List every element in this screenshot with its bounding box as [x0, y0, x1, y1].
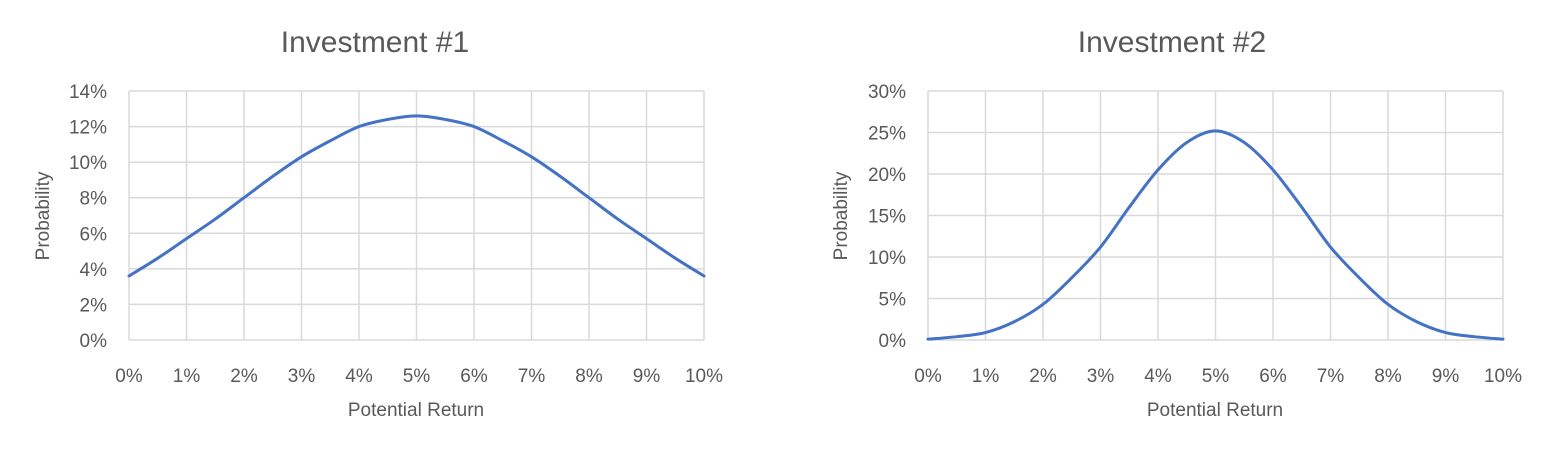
y-axis-label: Probability [33, 171, 54, 260]
x-axis-label: Potential Return [348, 400, 484, 421]
x-tick-label: 2% [1029, 366, 1057, 387]
y-tick-label: 10% [69, 153, 107, 174]
x-tick-label: 4% [345, 366, 373, 387]
x-tick-label: 10% [1484, 366, 1522, 387]
chart-title: Investment #1 [281, 26, 469, 59]
chart-investment-2: Investment #2 0% 5% 10% 15% 20% 25% 30% 0% 1% 2%… [831, 26, 1522, 421]
x-tick-label: 7% [518, 366, 546, 387]
x-tick-label: 2% [230, 366, 258, 387]
y-tick-label: 14% [69, 82, 107, 103]
x-tick-label: 5% [403, 366, 431, 387]
x-tick-label: 0% [914, 366, 942, 387]
y-tick-label: 20% [868, 165, 906, 186]
probability-curve [926, 129, 1505, 341]
y-tick-label: 10% [868, 248, 906, 269]
x-tick-label: 9% [633, 366, 661, 387]
y-tick-label: 8% [80, 189, 108, 210]
y-tick-label: 4% [80, 260, 108, 281]
x-tick-label: 10% [685, 366, 723, 387]
x-tick-label: 5% [1202, 366, 1230, 387]
y-tick-label: 0% [879, 331, 907, 352]
y-tick-label: 5% [879, 290, 907, 311]
y-tick-label: 6% [80, 224, 108, 245]
x-tick-label: 6% [1259, 366, 1287, 387]
x-tick-label: 4% [1144, 366, 1172, 387]
probability-curve [127, 114, 706, 278]
chart-investment-1: Investment #1 0% 2% 4% 6% 8% 10% 12% 14% 0% 1% 2%… [33, 26, 723, 421]
chart-title: Investment #2 [1078, 26, 1266, 59]
y-axis-label: Probability [831, 171, 852, 260]
x-axis-label: Potential Return [1147, 400, 1283, 421]
x-tick-label: 8% [1374, 366, 1402, 387]
x-tick-label: 7% [1317, 366, 1345, 387]
y-tick-label: 12% [69, 118, 107, 139]
x-tick-label: 1% [173, 366, 201, 387]
y-tick-label: 25% [868, 124, 906, 145]
x-tick-label: 1% [972, 366, 1000, 387]
x-tick-label: 6% [460, 366, 488, 387]
x-tick-label: 0% [115, 366, 143, 387]
y-tick-label: 30% [868, 82, 906, 103]
y-tick-label: 0% [80, 331, 108, 352]
x-tick-label: 3% [1087, 366, 1115, 387]
x-tick-label: 9% [1432, 366, 1460, 387]
y-tick-label: 2% [80, 295, 108, 316]
y-tick-label: 15% [868, 207, 906, 228]
x-tick-label: 8% [575, 366, 603, 387]
x-tick-label: 3% [288, 366, 316, 387]
